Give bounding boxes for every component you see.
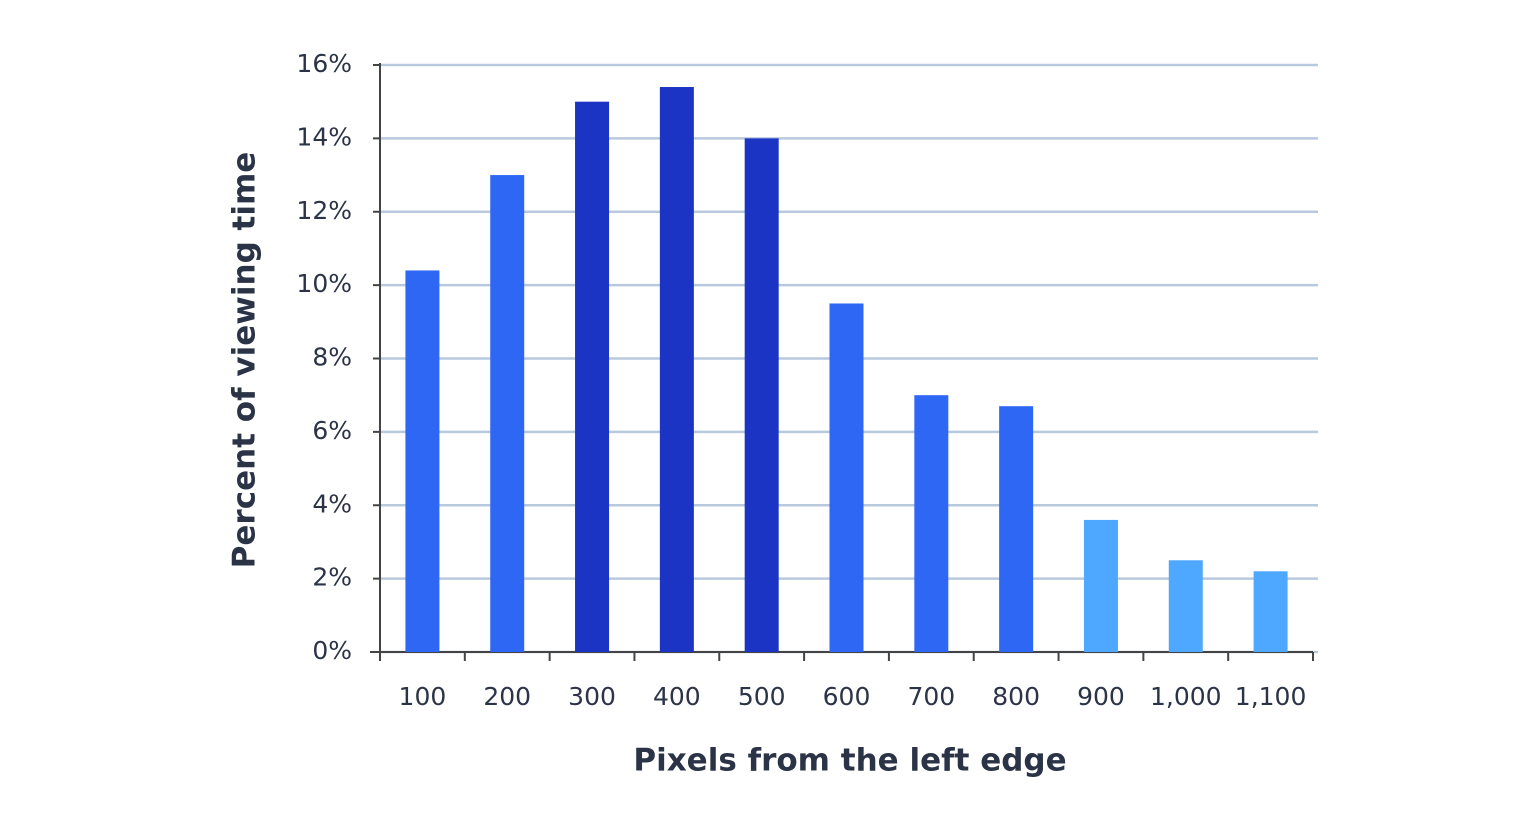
x-tick-label: 900 bbox=[1077, 682, 1125, 711]
bar bbox=[575, 101, 610, 652]
y-tick-label: 12% bbox=[296, 196, 352, 225]
x-tick-label: 300 bbox=[568, 682, 616, 711]
bar bbox=[659, 87, 694, 652]
bar bbox=[829, 303, 864, 652]
bar bbox=[1253, 571, 1288, 652]
y-tick-label: 8% bbox=[312, 343, 352, 372]
x-axis-title: Pixels from the left edge bbox=[633, 743, 1066, 779]
bar bbox=[490, 175, 525, 652]
bar bbox=[999, 406, 1034, 652]
x-tick-label: 800 bbox=[992, 682, 1040, 711]
y-tick-label: 10% bbox=[296, 269, 352, 298]
x-tick-label: 600 bbox=[823, 682, 871, 711]
y-tick-label: 2% bbox=[312, 563, 352, 592]
y-tick-label: 0% bbox=[312, 636, 352, 665]
x-tick-label: 100 bbox=[399, 682, 447, 711]
y-tick-label: 6% bbox=[312, 416, 352, 445]
y-tick-label: 4% bbox=[312, 489, 352, 518]
bar bbox=[744, 138, 779, 652]
y-tick-label: 14% bbox=[296, 122, 352, 151]
y-tick-label: 16% bbox=[296, 49, 352, 78]
y-axis-title: Percent of viewing time bbox=[227, 152, 263, 569]
bar bbox=[914, 395, 949, 652]
x-tick-label: 400 bbox=[653, 682, 701, 711]
bar bbox=[1168, 560, 1203, 652]
x-tick-label: 700 bbox=[907, 682, 955, 711]
x-tick-label: 500 bbox=[738, 682, 786, 711]
bar bbox=[1083, 519, 1118, 652]
x-tick-label: 1,000 bbox=[1150, 682, 1222, 711]
bar bbox=[405, 270, 440, 652]
x-tick-label: 1,100 bbox=[1235, 682, 1307, 711]
x-tick-label: 200 bbox=[483, 682, 531, 711]
